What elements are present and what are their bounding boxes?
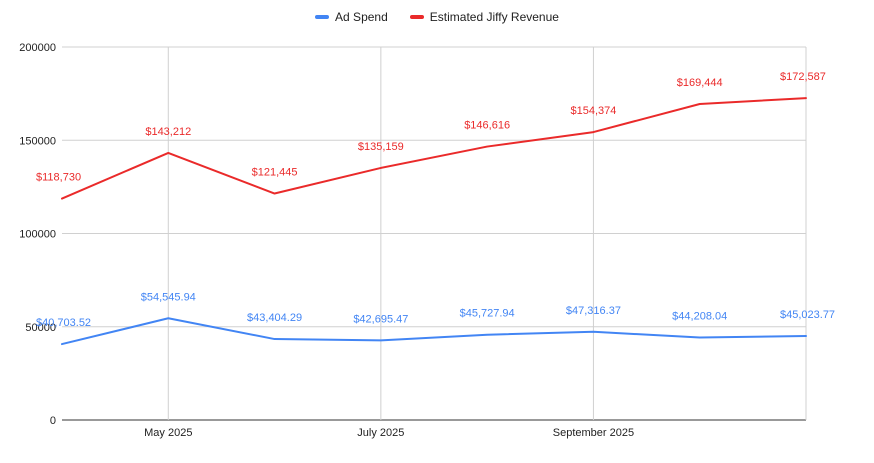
data-point [804,96,808,100]
series-line-revenue [61,97,807,200]
data-point [379,166,383,170]
data-point [698,336,702,340]
data-label: $121,445 [252,167,298,179]
x-tick-label: September 2025 [553,427,634,439]
data-label: $135,159 [358,141,404,153]
legend-label-revenue: Estimated Jiffy Revenue [429,10,559,24]
legend-swatch-ad-spend [315,15,330,19]
data-label: $40,703.52 [36,317,91,329]
x-tick-label: May 2025 [144,427,192,439]
data-point [273,337,277,341]
data-label: $143,212 [145,126,191,138]
data-label: $169,444 [677,77,723,89]
data-label: $54,545.94 [141,291,196,303]
legend: Ad Spend Estimated Jiffy Revenue [0,10,874,24]
data-label: $154,374 [570,105,616,117]
data-point [60,197,64,201]
data-label: $43,404.29 [247,312,302,324]
data-label: $45,023.77 [780,309,835,321]
data-point [379,338,383,342]
data-label: $118,730 [36,172,81,184]
y-tick-label: 150000 [19,135,56,147]
data-label: $172,587 [780,71,826,83]
data-label: $42,695.47 [353,313,408,325]
data-point [804,334,808,338]
series-line-ad-spend [61,317,807,346]
data-point [591,330,595,334]
data-point [485,333,489,337]
legend-item-revenue[interactable]: Estimated Jiffy Revenue [409,10,559,24]
data-point [60,342,64,346]
data-point [166,151,170,155]
y-tick-label: 0 [50,415,56,427]
y-tick-label: 100000 [19,229,56,241]
data-point [166,316,170,320]
data-point [698,102,702,106]
x-tick-label: July 2025 [357,427,404,439]
legend-label-ad-spend: Ad Spend [335,10,388,24]
data-label: $47,316.37 [566,305,621,317]
data-point [591,130,595,134]
data-label: $45,727.94 [460,308,515,320]
y-tick-label: 200000 [19,42,56,54]
data-point [485,145,489,149]
legend-item-ad-spend[interactable]: Ad Spend [315,10,388,24]
data-point [273,192,277,196]
y-tick-label: 50000 [25,322,56,334]
legend-swatch-revenue [409,15,424,19]
data-label: $44,208.04 [672,311,727,323]
data-label: $146,616 [464,120,510,132]
